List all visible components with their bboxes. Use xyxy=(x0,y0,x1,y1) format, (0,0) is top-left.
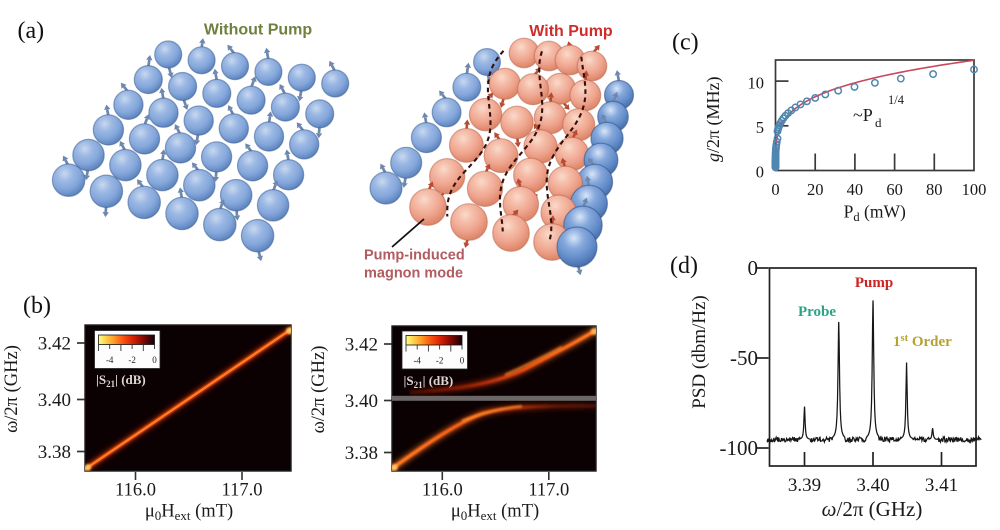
svg-text:100: 100 xyxy=(962,180,987,199)
svg-text:3.40: 3.40 xyxy=(38,390,71,411)
svg-text:μ0Hext (mT): μ0Hext (mT) xyxy=(145,502,233,524)
svg-text:3.42: 3.42 xyxy=(38,334,71,355)
svg-text:20: 20 xyxy=(807,180,824,199)
svg-text:5: 5 xyxy=(756,118,764,137)
svg-text:g/2π (MHz): g/2π (MHz) xyxy=(703,76,724,162)
svg-text:116.0: 116.0 xyxy=(115,481,156,501)
svg-text:Pump-induced: Pump-induced xyxy=(364,248,465,264)
svg-text:116.0: 116.0 xyxy=(422,481,463,501)
svg-text:Probe: Probe xyxy=(798,304,836,320)
svg-text:ω/2π (GHz): ω/2π (GHz) xyxy=(822,497,923,521)
svg-text:1/4: 1/4 xyxy=(888,93,905,107)
svg-text:117.0: 117.0 xyxy=(528,481,569,501)
svg-text:(a): (a) xyxy=(18,18,45,44)
svg-text:magnon mode: magnon mode xyxy=(364,266,463,282)
svg-text:d: d xyxy=(875,115,882,130)
svg-text:(c): (c) xyxy=(672,30,699,56)
svg-text:(d): (d) xyxy=(670,253,698,279)
svg-text:3.39: 3.39 xyxy=(788,475,821,496)
svg-text:-100: -100 xyxy=(720,436,759,460)
svg-text:With Pump: With Pump xyxy=(529,23,613,40)
svg-text:0: 0 xyxy=(756,163,764,182)
svg-text:(b): (b) xyxy=(23,293,51,319)
svg-text:40: 40 xyxy=(847,180,864,199)
svg-text:Pd (mW): Pd (mW) xyxy=(844,202,906,225)
svg-text:μ0Hext (mT): μ0Hext (mT) xyxy=(451,502,539,524)
svg-text:3.41: 3.41 xyxy=(925,475,958,496)
svg-text:Without Pump: Without Pump xyxy=(204,22,313,39)
svg-text:3.38: 3.38 xyxy=(38,442,71,463)
svg-text:PSD (dbm/Hz): PSD (dbm/Hz) xyxy=(689,295,710,408)
svg-text:60: 60 xyxy=(886,180,903,199)
svg-text:1st Order: 1st Order xyxy=(893,333,952,350)
svg-text:0: 0 xyxy=(771,180,779,199)
svg-text:0: 0 xyxy=(460,356,465,366)
svg-text:3.42: 3.42 xyxy=(345,335,378,356)
svg-text:0: 0 xyxy=(152,355,157,365)
svg-text:3.38: 3.38 xyxy=(345,443,378,464)
svg-text:-50: -50 xyxy=(730,346,758,370)
svg-text:3.40: 3.40 xyxy=(856,475,889,496)
svg-text:-4: -4 xyxy=(413,356,421,366)
svg-text:0: 0 xyxy=(748,256,759,280)
svg-text:|S21| (dB): |S21| (dB) xyxy=(96,372,146,389)
svg-text:~P: ~P xyxy=(853,105,873,125)
svg-text:80: 80 xyxy=(926,180,943,199)
svg-text:-4: -4 xyxy=(106,355,114,365)
svg-text:-2: -2 xyxy=(128,355,136,365)
svg-text:3.40: 3.40 xyxy=(345,391,378,412)
svg-text:|S21| (dB): |S21| (dB) xyxy=(404,373,454,390)
svg-text:Pump: Pump xyxy=(855,275,893,291)
svg-text:ω/2π (GHz): ω/2π (GHz) xyxy=(2,345,22,433)
svg-text:-2: -2 xyxy=(436,356,444,366)
svg-text:10: 10 xyxy=(748,73,765,92)
svg-text:117.0: 117.0 xyxy=(222,481,263,501)
svg-text:ω/2π (GHz): ω/2π (GHz) xyxy=(309,346,329,434)
